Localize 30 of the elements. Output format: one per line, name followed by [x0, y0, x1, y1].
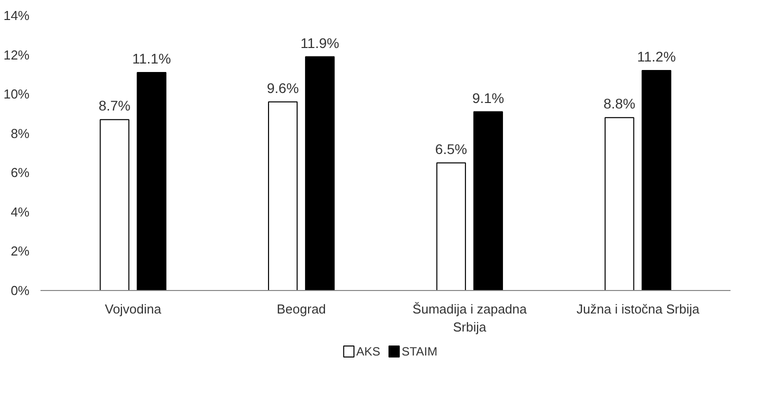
legend-label: STAIM — [402, 344, 438, 358]
data-label: 11.1% — [132, 50, 171, 66]
bar — [136, 72, 166, 290]
y-tick-label: 12% — [3, 47, 30, 62]
y-tick-label: 2% — [10, 244, 30, 259]
bar — [268, 101, 298, 290]
x-tick-label: Južna i istočna Srbija — [576, 302, 700, 316]
x-tick-label: Beograd — [276, 302, 326, 316]
bar — [305, 56, 335, 290]
data-label: 11.9% — [300, 34, 340, 51]
data-label: 11.2% — [637, 48, 676, 64]
y-tick-label: 6% — [10, 165, 30, 180]
data-label: 6.5% — [435, 140, 468, 157]
y-tick-label: 0% — [10, 283, 30, 298]
data-label: 8.7% — [98, 98, 131, 114]
y-tick-label: 8% — [10, 126, 30, 141]
y-tick-label: 14% — [3, 8, 30, 23]
bar — [604, 117, 634, 290]
x-tick-label: Vojvodina — [104, 302, 162, 316]
bar — [100, 119, 130, 290]
y-tick-label: 4% — [10, 204, 30, 220]
bar — [642, 70, 672, 290]
bar — [473, 111, 503, 290]
data-label: 9.6% — [266, 80, 299, 96]
x-tick-label: Šumadija i zapadna Srbija — [412, 302, 528, 334]
data-label: 8.8% — [603, 96, 636, 112]
y-tick-label: 10% — [3, 86, 30, 102]
bar — [436, 162, 466, 290]
data-label: 9.1% — [472, 90, 504, 106]
legend-label: AKS — [356, 344, 380, 358]
